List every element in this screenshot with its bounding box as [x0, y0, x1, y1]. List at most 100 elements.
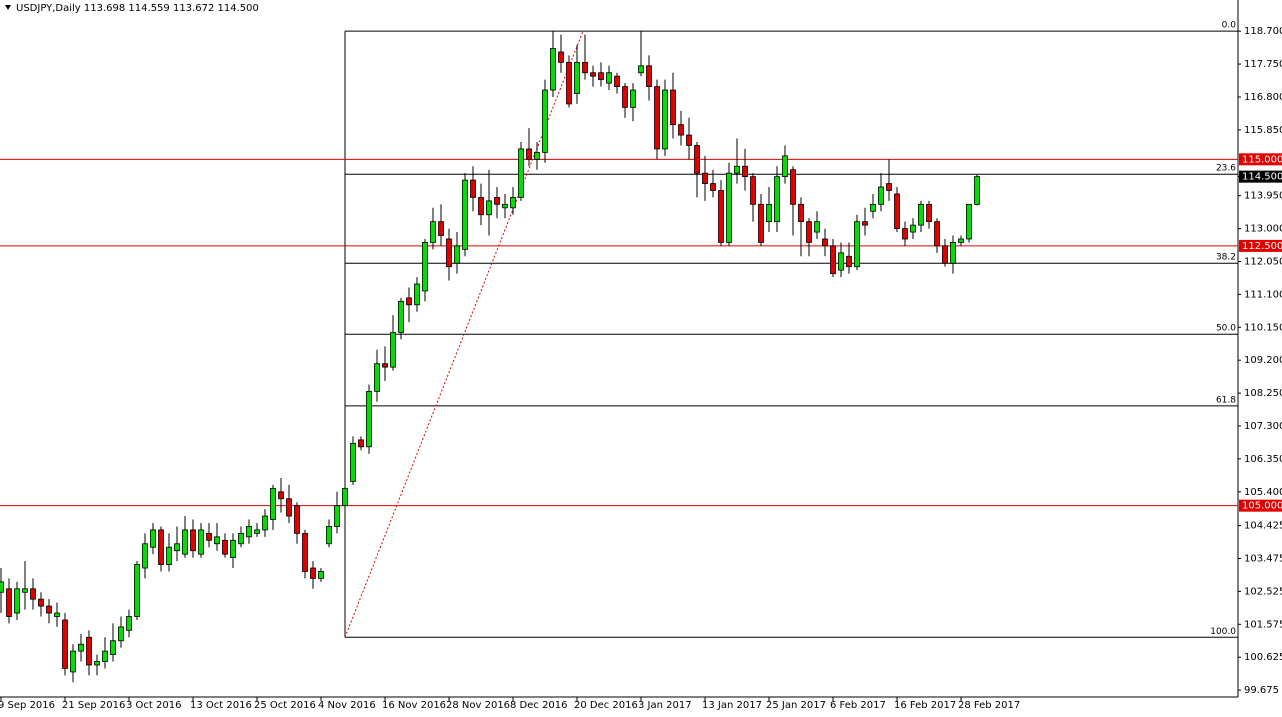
- candle-body: [950, 242, 956, 264]
- candle-body: [862, 221, 868, 226]
- candle-body: [118, 626, 124, 642]
- candle-body: [382, 363, 388, 368]
- candle-body: [0, 581, 4, 593]
- x-tick-label: 3 Oct 2016: [126, 700, 181, 711]
- y-tick-label: 101.575: [1244, 619, 1282, 630]
- candle-body: [918, 203, 924, 226]
- x-tick-label: 3 Jan 2017: [638, 700, 692, 711]
- candle-body: [790, 169, 796, 205]
- candle-body: [526, 148, 532, 160]
- fib-label: 61.8: [1216, 395, 1236, 405]
- candle-body: [198, 529, 204, 555]
- candle-body: [22, 588, 28, 593]
- candle-body: [854, 221, 860, 268]
- x-tick-label: 28 Feb 2017: [958, 700, 1020, 711]
- candle-body: [334, 505, 340, 527]
- candle-body: [342, 487, 348, 507]
- candle-body: [166, 546, 172, 565]
- candle-body: [638, 65, 644, 74]
- candle-body: [390, 332, 396, 368]
- candle-body: [622, 86, 628, 108]
- y-tick-label: 110.150: [1244, 322, 1282, 333]
- candle-body: [782, 155, 788, 178]
- candle-body: [366, 390, 372, 448]
- candle-body: [742, 165, 748, 178]
- fib-trend: [344, 30, 584, 638]
- candle-body: [902, 228, 908, 240]
- candle-body: [46, 605, 52, 614]
- candle-body: [894, 193, 900, 229]
- candle-body: [230, 539, 236, 559]
- candle-body: [206, 532, 212, 541]
- y-tick-label: 103.475: [1244, 553, 1282, 564]
- chart-title: USDJPY,Daily 113.698 114.559 113.672 114…: [16, 3, 259, 14]
- candle-body: [718, 190, 724, 243]
- candle-body: [30, 588, 36, 600]
- fib-label: 100.0: [1210, 627, 1236, 637]
- candle-body: [678, 124, 684, 136]
- candle-body: [590, 72, 596, 77]
- price-tag: [1239, 170, 1282, 183]
- x-tick-label: 20 Dec 2016: [574, 700, 638, 711]
- candle-body: [6, 588, 12, 617]
- candle-body: [926, 203, 932, 223]
- candle-body: [958, 238, 964, 243]
- x-tick-label: 16 Nov 2016: [382, 700, 446, 711]
- candle-body: [974, 176, 980, 205]
- price-label: 114.500: [1242, 172, 1282, 183]
- y-tick-label: 105.400: [1244, 487, 1282, 498]
- candle-body: [574, 61, 580, 94]
- candle-body: [870, 203, 876, 212]
- x-tick-label: 25 Oct 2016: [254, 700, 316, 711]
- level-label: 105.000: [1242, 501, 1282, 512]
- x-tick-label: 8 Dec 2016: [510, 700, 568, 711]
- candle-body: [286, 498, 292, 517]
- candle-body: [686, 134, 692, 146]
- candle-body: [766, 203, 772, 223]
- y-tick-label: 113.950: [1244, 191, 1282, 202]
- candle-body: [14, 588, 20, 614]
- candle-body: [670, 89, 676, 126]
- candle-body: [438, 221, 444, 236]
- candle-body: [694, 145, 700, 174]
- candle-body: [78, 643, 84, 652]
- candle-body: [422, 242, 428, 292]
- candle-body: [358, 439, 364, 448]
- y-tick-label: 112.050: [1244, 256, 1282, 267]
- y-tick-label: 104.425: [1244, 521, 1282, 532]
- candle-body: [406, 297, 412, 306]
- candle-body: [654, 86, 660, 150]
- candle-body: [518, 148, 524, 198]
- candle-body: [142, 543, 148, 569]
- x-tick-label: 21 Sep 2016: [62, 700, 125, 711]
- level-tag: [1239, 499, 1282, 512]
- candle-body: [254, 529, 260, 534]
- menu-arrow: [5, 5, 11, 10]
- candle-body: [110, 640, 116, 655]
- y-tick-label: 106.350: [1244, 454, 1282, 465]
- candle-body: [486, 200, 492, 216]
- level-tag: [1239, 239, 1282, 252]
- candle-body: [150, 529, 156, 548]
- y-tick-label: 102.525: [1244, 586, 1282, 597]
- y-tick-label: 108.250: [1244, 388, 1282, 399]
- candle-body: [798, 203, 804, 223]
- candle-body: [302, 532, 308, 572]
- candle-body: [398, 300, 404, 333]
- x-tick-label: 13 Jan 2017: [702, 700, 762, 711]
- fib-label: 38.2: [1216, 253, 1236, 263]
- candle-body: [414, 283, 420, 306]
- candle-body: [934, 221, 940, 247]
- candle-body: [350, 442, 356, 482]
- y-tick-label: 116.800: [1244, 92, 1282, 103]
- candle-body: [454, 245, 460, 264]
- candle-body: [646, 65, 652, 87]
- level-tag: [1239, 153, 1282, 166]
- candle-body: [126, 616, 132, 631]
- candle-body: [702, 172, 708, 184]
- x-tick-label: 13 Oct 2016: [190, 700, 252, 711]
- candle-body: [478, 197, 484, 216]
- candle-body: [582, 61, 588, 74]
